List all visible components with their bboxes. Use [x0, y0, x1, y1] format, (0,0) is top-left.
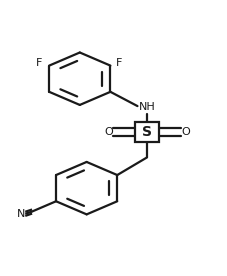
FancyBboxPatch shape: [134, 123, 158, 142]
Text: N: N: [16, 209, 25, 219]
Text: S: S: [141, 125, 151, 139]
Text: NH: NH: [138, 102, 155, 112]
Text: O: O: [181, 127, 189, 137]
Text: O: O: [104, 127, 112, 137]
Text: F: F: [36, 58, 42, 68]
Text: F: F: [116, 58, 122, 68]
